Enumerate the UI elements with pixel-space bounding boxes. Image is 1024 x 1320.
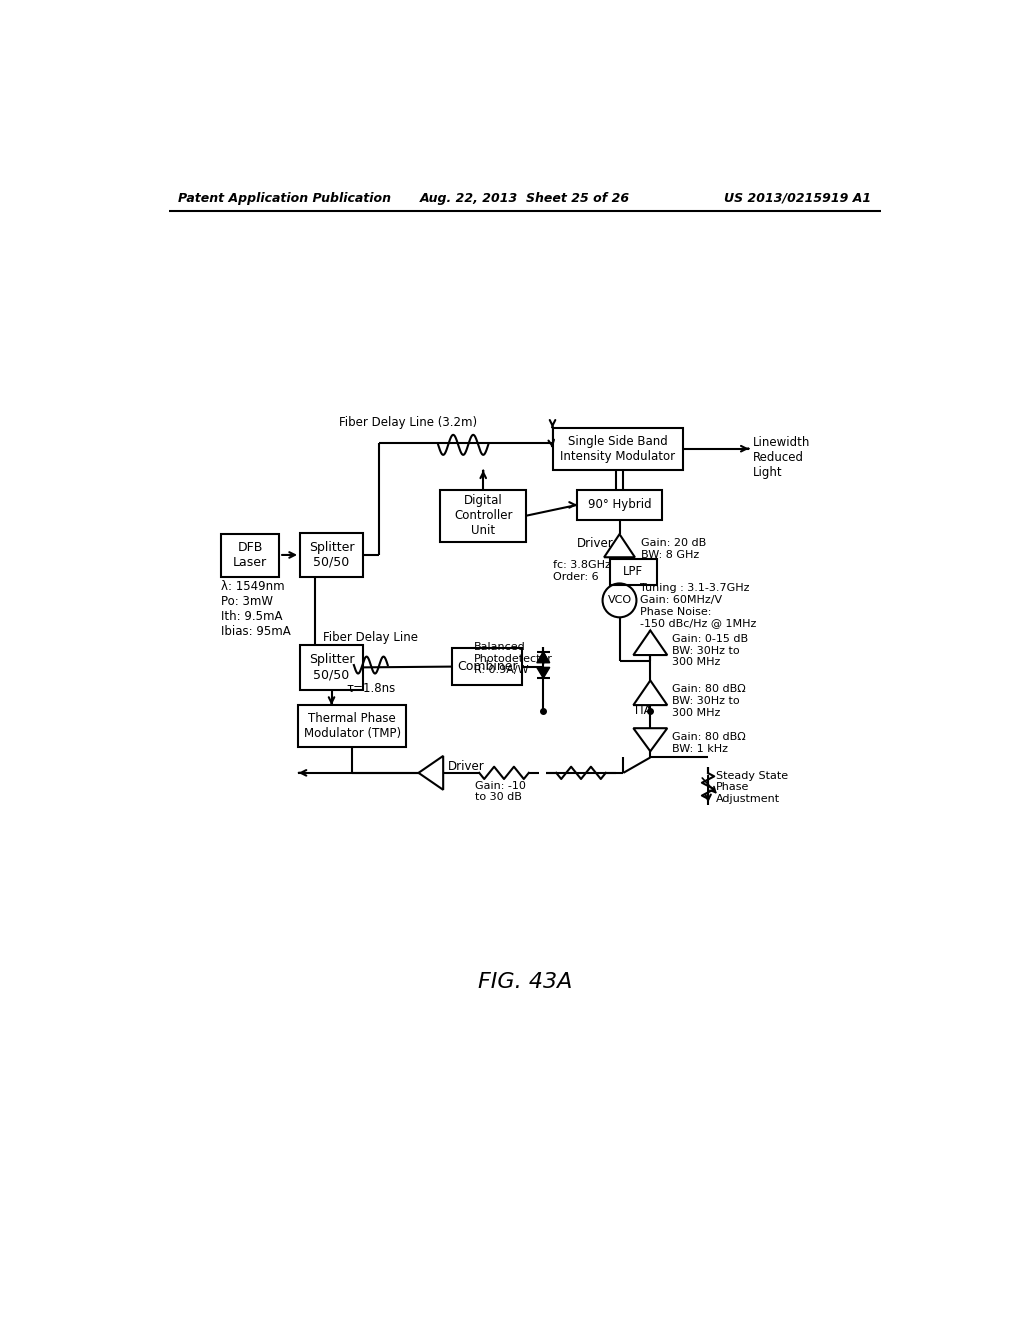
Bar <box>300 645 364 689</box>
Text: Steady State
Phase
Adjustment: Steady State Phase Adjustment <box>716 771 787 804</box>
Text: Linewidth
Reduced
Light: Linewidth Reduced Light <box>753 436 810 479</box>
Text: Gain: 80 dBΩ
BW: 30Hz to
300 MHz: Gain: 80 dBΩ BW: 30Hz to 300 MHz <box>672 684 745 718</box>
Text: fc: 3.8GHz
Order: 6: fc: 3.8GHz Order: 6 <box>553 560 610 582</box>
Text: Gain: 20 dB
BW: 8 GHz: Gain: 20 dB BW: 8 GHz <box>641 539 707 560</box>
Polygon shape <box>537 652 550 663</box>
Bar <box>300 533 364 577</box>
Text: Splitter
50/50: Splitter 50/50 <box>309 541 354 569</box>
Text: Driver: Driver <box>578 537 614 550</box>
Text: Tuning : 3.1-3.7GHz
Gain: 60MHz/V
Phase Noise:
-150 dBc/Hz @ 1MHz: Tuning : 3.1-3.7GHz Gain: 60MHz/V Phase … <box>640 583 757 628</box>
Text: Gain: 80 dBΩ
BW: 1 kHz: Gain: 80 dBΩ BW: 1 kHz <box>672 733 745 754</box>
Bar <box>440 490 526 541</box>
Bar <box>609 558 657 585</box>
Bar <box>553 428 683 470</box>
Text: DFB
Laser: DFB Laser <box>233 541 267 569</box>
Text: λ: 1549nm
Po: 3mW
Ith: 9.5mA
Ibias: 95mA: λ: 1549nm Po: 3mW Ith: 9.5mA Ibias: 95mA <box>221 581 291 639</box>
Text: Single Side Band
Intensity Modulator: Single Side Band Intensity Modulator <box>560 436 676 463</box>
Bar <box>298 705 407 747</box>
Text: Thermal Phase
Modulator (TMP): Thermal Phase Modulator (TMP) <box>304 711 400 741</box>
Text: TIA: TIA <box>633 705 652 718</box>
Text: Gain: 0-15 dB
BW: 30Hz to
300 MHz: Gain: 0-15 dB BW: 30Hz to 300 MHz <box>672 635 748 668</box>
Text: Patent Application Publication: Patent Application Publication <box>178 191 391 205</box>
Bar <box>221 535 280 577</box>
Text: Digital
Controller
Unit: Digital Controller Unit <box>454 494 512 537</box>
Bar <box>453 648 521 685</box>
Text: 90° Hybrid: 90° Hybrid <box>588 499 651 511</box>
Text: Aug. 22, 2013  Sheet 25 of 26: Aug. 22, 2013 Sheet 25 of 26 <box>420 191 630 205</box>
Text: Balanced
Photodetector
R: 0.9A/W: Balanced Photodetector R: 0.9A/W <box>474 642 553 675</box>
Polygon shape <box>419 756 443 789</box>
Polygon shape <box>634 631 668 655</box>
Text: Fiber Delay Line: Fiber Delay Line <box>324 631 418 644</box>
Polygon shape <box>604 535 635 557</box>
Text: LPF: LPF <box>624 565 643 578</box>
Polygon shape <box>634 681 668 705</box>
Polygon shape <box>634 729 668 751</box>
Text: Combiner: Combiner <box>457 660 517 673</box>
Polygon shape <box>537 668 550 678</box>
Text: Gain: -10
to 30 dB: Gain: -10 to 30 dB <box>475 780 525 803</box>
Text: VCO: VCO <box>607 595 632 606</box>
Text: US 2013/0215919 A1: US 2013/0215919 A1 <box>724 191 871 205</box>
Text: Splitter
50/50: Splitter 50/50 <box>309 653 354 681</box>
Text: τ=1.8ns: τ=1.8ns <box>346 682 395 696</box>
Bar <box>578 490 662 520</box>
Text: FIG. 43A: FIG. 43A <box>477 973 572 993</box>
Text: Driver: Driver <box>447 760 484 774</box>
Text: Fiber Delay Line (3.2m): Fiber Delay Line (3.2m) <box>339 416 477 429</box>
